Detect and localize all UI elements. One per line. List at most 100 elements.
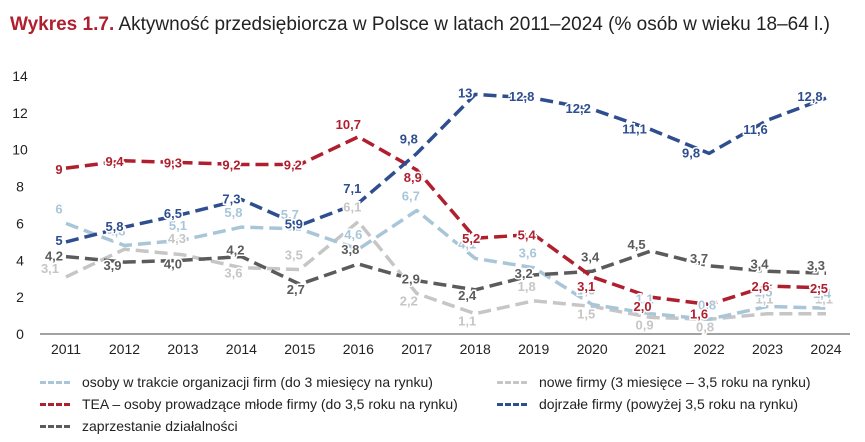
data-label-2: 5,2 [462, 231, 480, 246]
data-label-2: 8,9 [404, 170, 422, 185]
x-tick-label: 2023 [752, 341, 783, 357]
x-tick-label: 2021 [635, 341, 666, 357]
data-label-4: 3,4 [581, 249, 600, 264]
x-tick-label: 2017 [401, 341, 432, 357]
legend-swatch [40, 402, 70, 406]
series-line-1 [65, 219, 826, 322]
data-label-4: 4,5 [628, 237, 646, 252]
data-label-3: 9,8 [682, 145, 700, 160]
data-label-4: 4,0 [164, 256, 182, 271]
legend-item: osoby w trakcie organizacji firm (do 3 m… [40, 374, 433, 390]
data-label-0: 3,6 [519, 246, 537, 261]
y-tick-label: 12 [12, 105, 28, 121]
x-tick-label: 2018 [460, 341, 491, 357]
series-line-2 [65, 135, 827, 307]
series-line-4 [65, 249, 827, 292]
line-chart: 0 2 4 6 8 10 12 14 2011 2012 2013 2014 2015 2016 2017… [12, 68, 850, 357]
y-axis-ticks: 0 2 4 6 8 10 12 14 [12, 68, 28, 342]
data-label-2: 1,6 [690, 307, 708, 322]
y-tick-label: 8 [16, 179, 24, 195]
x-tick-label: 2015 [284, 341, 315, 357]
data-label-3: 5,9 [285, 216, 303, 231]
legend-label: osoby w trakcie organizacji firm (do 3 m… [82, 374, 433, 390]
data-label-1: 3,6 [224, 266, 242, 281]
data-label-3: 7,1 [343, 181, 361, 196]
legend-label: TEA – osoby prowadzące młode firmy (do 3… [82, 396, 458, 412]
chart-title-text: Aktywność przedsiębiorcza w Polsce w lat… [114, 14, 830, 35]
data-label-2: 10,7 [336, 117, 361, 132]
data-label-0: 5,7 [281, 207, 299, 222]
chart-title: Wykres 1.7. Aktywność przedsiębiorcza w … [10, 14, 830, 36]
data-label-2: 9,2 [284, 158, 302, 173]
data-label-0: 1,6 [577, 283, 595, 298]
y-tick-label: 10 [12, 142, 28, 158]
data-label-4: 3,4 [750, 256, 769, 271]
data-label-4: 2,4 [458, 288, 477, 303]
legend-swatch [40, 380, 70, 384]
legend-item: TEA – osoby prowadzące młode firmy (do 3… [40, 396, 458, 412]
data-label-3: 5,8 [105, 219, 123, 234]
data-label-3: 7,3 [222, 192, 240, 207]
x-tick-label: 2012 [109, 341, 140, 357]
data-label-3: 5 [55, 233, 62, 248]
data-label-3: 13 [458, 85, 472, 100]
data-label-0: 5,1 [169, 218, 187, 233]
legend-label: nowe firmy (3 miesięce – 3,5 roku na ryn… [539, 374, 811, 390]
legend-swatch [40, 424, 70, 428]
data-label-4: 3,9 [103, 258, 121, 273]
data-label-2: 2,0 [634, 299, 652, 314]
legend-swatch [497, 380, 527, 384]
data-label-3: 12,2 [566, 101, 591, 116]
data-label-4: 3,8 [341, 242, 359, 257]
data-label-0: 1,5 [754, 284, 772, 299]
data-label-2: 9,4 [105, 154, 124, 169]
legend-label: zaprzestanie działalności [82, 418, 238, 434]
data-label-0: 5,8 [224, 205, 242, 220]
data-label-2: 9,3 [164, 156, 182, 171]
data-label-1: 2,2 [400, 294, 418, 309]
data-label-4: 2,9 [402, 272, 420, 287]
data-label-4: 3,7 [690, 251, 708, 266]
data-label-1: 6,1 [343, 200, 361, 215]
data-label-3: 12,8 [797, 89, 822, 104]
data-label-3: 6,5 [164, 206, 182, 221]
series-lines [65, 92, 827, 322]
legend-label: dojrzałe firmy (powyżej 3,5 roku na rynk… [539, 396, 799, 412]
data-label-4: 4,2 [45, 249, 63, 264]
data-label-3: 11,1 [622, 121, 647, 136]
data-labels: 3,14,6 4,33,63,56,12,21,11,81,50,9 0,81,1 1… [39, 84, 834, 336]
data-label-2: 9 [55, 162, 62, 177]
legend-swatch [497, 402, 527, 406]
data-label-3: 11,6 [743, 122, 768, 137]
data-label-1: 1,5 [577, 306, 595, 321]
data-label-4: 4,2 [226, 243, 244, 258]
data-label-4: 3,3 [807, 258, 825, 273]
x-tick-label: 2013 [167, 341, 198, 357]
data-label-2: 2,5 [810, 281, 828, 296]
x-tick-label: 2016 [343, 341, 374, 357]
x-tick-label: 2024 [810, 341, 841, 357]
data-label-1: 0,8 [696, 319, 714, 334]
data-label-1: 0,9 [636, 317, 654, 332]
data-label-2: 5,4 [518, 228, 537, 243]
chart-title-number: Wykres 1.7. [10, 14, 115, 35]
series-line-0 [65, 208, 827, 322]
data-label-1: 1,1 [815, 292, 833, 307]
data-label-2: 3,1 [577, 279, 595, 294]
y-tick-label: 0 [16, 326, 24, 342]
legend-item: zaprzestanie działalności [40, 418, 238, 434]
y-tick-label: 2 [16, 289, 24, 305]
data-label-1: 3,1 [41, 261, 59, 276]
data-label-1: 1,8 [518, 279, 536, 294]
legend-item: nowe firmy (3 miesięce – 3,5 roku na ryn… [497, 374, 811, 390]
data-label-0: 6 [55, 201, 62, 216]
data-label-0: 6,7 [402, 189, 420, 204]
data-label-4: 2,7 [287, 282, 305, 297]
data-label-0: 4,6 [344, 227, 362, 242]
data-label-1: 4,6 [107, 225, 125, 240]
y-tick-label: 14 [12, 68, 28, 84]
data-label-3: 12,8 [509, 89, 534, 104]
x-tick-label: 2022 [693, 341, 724, 357]
data-label-4: 3,2 [515, 266, 533, 281]
data-label-2: 2,6 [751, 279, 769, 294]
